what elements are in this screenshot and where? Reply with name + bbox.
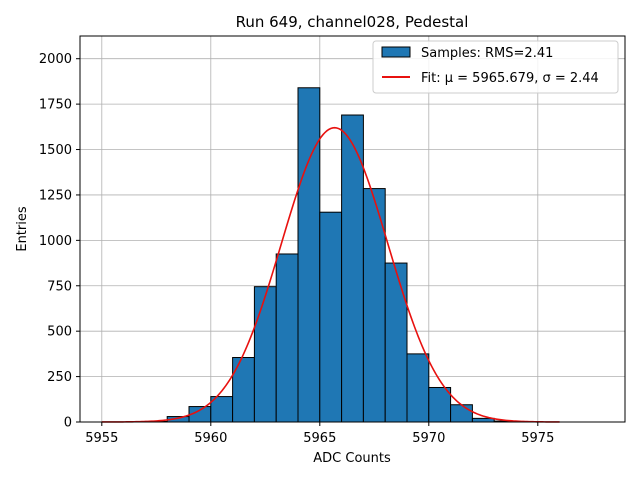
histogram-bar [253, 286, 277, 423]
x-tick-label: 5970 [412, 431, 445, 446]
x-axis-ticks: 5955 5960 5965 5970 5975 [85, 422, 554, 446]
histogram-bar [471, 417, 495, 423]
legend-histogram-label: Samples: RMS=2.41 [421, 46, 553, 61]
chart-title: Run 649, channel028, Pedestal [236, 13, 469, 31]
y-tick-label: 250 [47, 370, 72, 385]
y-tick-label: 1750 [39, 98, 72, 113]
histogram-bar [232, 357, 255, 423]
histogram-bar [428, 386, 452, 423]
y-tick-label: 1500 [39, 143, 72, 158]
fit-curve [101, 126, 560, 423]
y-tick-label: 2000 [39, 52, 72, 67]
y-tick-label: 750 [47, 279, 72, 294]
legend-fit-label: Fit: μ = 5965.679, σ = 2.44 [421, 71, 599, 86]
legend: Samples: RMS=2.41 Fit: μ = 5965.679, σ =… [372, 40, 619, 94]
plot-frame [79, 35, 626, 423]
histogram-bar [297, 87, 321, 423]
axes [79, 35, 626, 423]
x-tick-label: 5955 [85, 431, 118, 446]
y-axis-label: Entries [15, 206, 30, 252]
y-tick-label: 0 [64, 416, 72, 431]
histogram-bars [144, 87, 517, 423]
y-tick-label: 1000 [39, 234, 72, 249]
x-axis-label: ADC Counts [313, 451, 391, 466]
histogram-bar [384, 262, 408, 423]
legend-histogram-swatch [381, 46, 411, 58]
y-tick-label: 500 [47, 325, 72, 340]
histogram-bar [275, 253, 299, 423]
x-tick-label: 5965 [303, 431, 336, 446]
x-tick-label: 5960 [194, 431, 227, 446]
y-axis-ticks: 0 250 500 750 1000 1250 1500 1750 2000 [39, 52, 80, 431]
histogram-bar [450, 404, 473, 423]
histogram-bar [319, 211, 343, 423]
histogram-bar [406, 353, 430, 423]
y-tick-label: 1250 [39, 188, 72, 203]
legend-frame [372, 40, 619, 94]
x-tick-label: 5975 [521, 431, 554, 446]
